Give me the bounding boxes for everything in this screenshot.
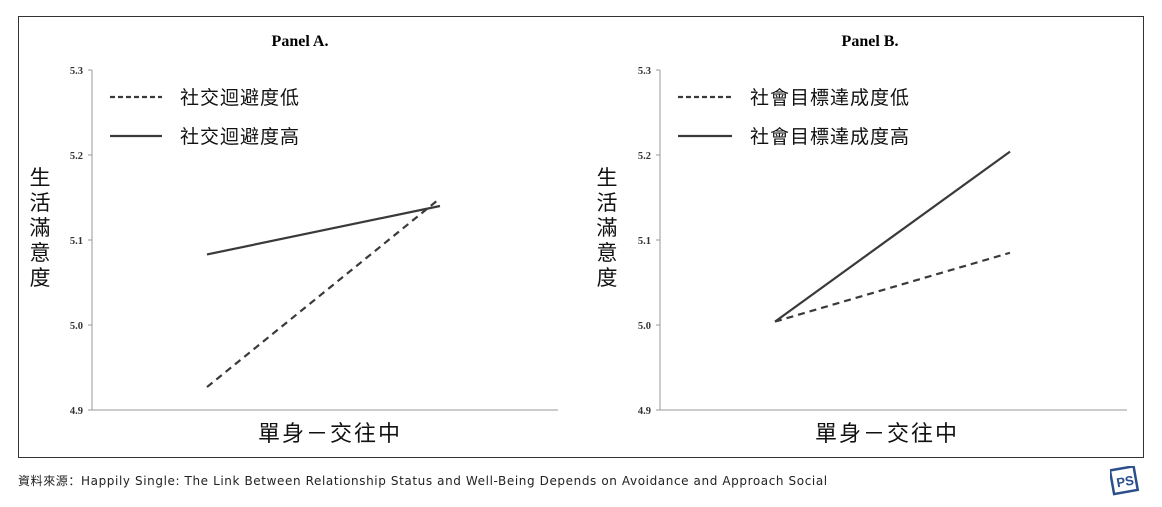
ps-logo-frame: [1110, 466, 1140, 496]
y-axis-label-2: 生活滿意度: [597, 166, 618, 290]
y-tick-label: 5.3: [70, 66, 83, 77]
y-tick-label: 5.2: [70, 151, 83, 162]
y-tick-label: 4.9: [70, 406, 83, 417]
y-tick-label: 5.2: [638, 151, 651, 162]
figure-frame: [18, 16, 1144, 458]
panel-title-1: Panel A.: [272, 33, 329, 50]
y-tick-label: 5.3: [638, 66, 651, 77]
ps-logo-text: PS: [1115, 473, 1135, 491]
y-tick-label: 5.1: [638, 236, 651, 247]
y-tick-label: 5.0: [638, 321, 651, 332]
x-axis-label-2: 單身－交往中: [815, 422, 959, 447]
series-line-2-1: [774, 251, 1011, 323]
legend-label-1-2: 社交迴避度高: [180, 126, 300, 148]
panel-title-2: Panel B.: [842, 33, 899, 50]
ps-logo: PS: [1110, 466, 1140, 496]
source-caption: 資料來源：Happily Single: The Link Between Re…: [18, 474, 828, 488]
y-tick-label: 5.1: [70, 236, 83, 247]
series-line-1-2: [206, 204, 441, 256]
legend-label-2-2: 社會目標達成度高: [750, 126, 910, 148]
series-line-1-1: [206, 197, 441, 388]
y-tick-label: 4.9: [638, 406, 651, 417]
y-axis-label-1: 生活滿意度: [30, 166, 51, 290]
legend-label-1-1: 社交迴避度低: [180, 87, 300, 109]
x-axis-label-1: 單身－交往中: [258, 422, 402, 447]
legend-label-2-1: 社會目標達成度低: [750, 87, 910, 109]
series-line-2-2: [774, 150, 1011, 323]
y-tick-label: 5.0: [70, 321, 83, 332]
